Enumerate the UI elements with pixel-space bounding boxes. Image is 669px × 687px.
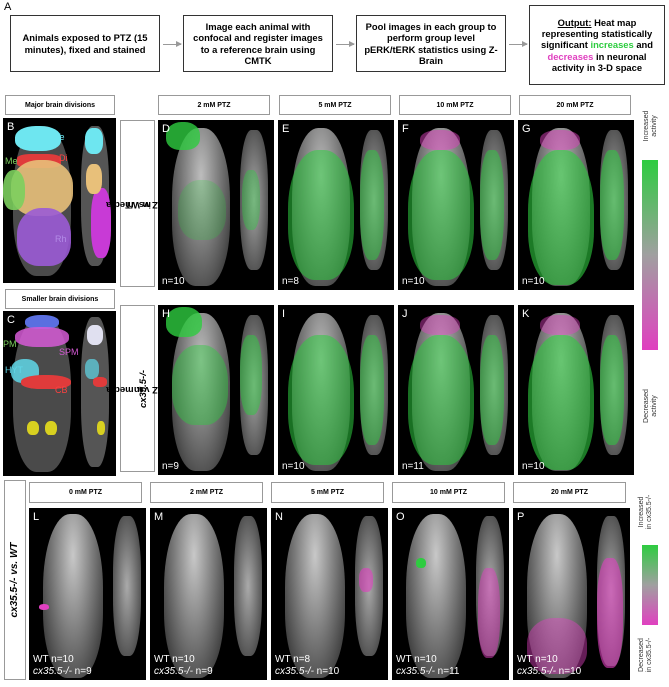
flow-step-3-text: Pool images in each group to perform gro…	[364, 21, 498, 66]
n-label-k: n=10	[522, 460, 545, 472]
row-label-wt: PTZ vs. media in WT	[106, 120, 169, 287]
row-label-cx35-vs-wt: cx35.5-/- vs. WT	[4, 480, 26, 680]
panel-label-l: L	[33, 511, 40, 523]
panel-c-image: C PM SPM HYT CB IO	[3, 311, 116, 476]
panel-n-image: N WT n=8 cx35.5-/- n=10	[271, 508, 388, 680]
panel-o-image: O WT n=10 cx35.5-/- n=11	[392, 508, 509, 680]
panel-b-image: B Te Di Me Rh	[3, 118, 116, 283]
panel-m-image: M WT n=10 cx35.5-/- n=9	[150, 508, 267, 680]
panel-h-image: H n=9	[158, 305, 274, 475]
n-label-g: n=10	[522, 275, 545, 287]
n-label-o: WT n=10 cx35.5-/- n=11	[396, 654, 460, 677]
panel-label-j: J	[402, 308, 408, 320]
flow-step-4-text: Output: Heat map representing statistica…	[540, 17, 654, 73]
n-label-h: n=9	[162, 460, 179, 472]
flow-step-3: Pool images in each group to perform gro…	[356, 15, 506, 72]
panel-label-d: D	[162, 123, 170, 135]
panel-label-g: G	[522, 123, 531, 135]
n-label-m: WT n=10 cx35.5-/- n=9	[154, 654, 213, 677]
bottom-col-header-5mm: 5 mM PTZ	[271, 482, 384, 503]
bottom-col-header-20mm: 20 mM PTZ	[513, 482, 626, 503]
flow-step-1-text: Animals exposed to PTZ (15 minutes), fix…	[22, 32, 148, 55]
top-scale-label-decreased: Decreased activity	[643, 389, 658, 423]
bottom-scale-label-decreased: Decreased in cx35.5-/-	[638, 637, 653, 673]
n-label-e: n=8	[282, 275, 299, 287]
flow-arrow-3	[509, 41, 528, 47]
n-label-l: WT n=10 cx35.5-/- n=9	[33, 654, 92, 677]
region-hyt-label: HYT	[5, 365, 23, 375]
region-io-label: IO	[47, 427, 57, 437]
bottom-col-header-0mm: 0 mM PTZ	[29, 482, 142, 503]
panel-label-i: I	[282, 308, 286, 320]
top-col-header-5mm: 5 mM PTZ	[279, 95, 391, 115]
bottom-col-header-10mm: 10 mM PTZ	[392, 482, 505, 503]
bottom-scale-label-increased: Increased in cx35.5-/-	[638, 494, 653, 530]
panel-label-f: F	[402, 123, 409, 135]
panel-i-image: I n=10	[278, 305, 394, 475]
panel-label-c: C	[7, 314, 15, 326]
flow-step-1: Animals exposed to PTZ (15 minutes), fix…	[10, 15, 160, 72]
region-pm-label: PM	[3, 339, 17, 349]
panel-p-image: P WT n=10 cx35.5-/- n=10	[513, 508, 630, 680]
region-te-label: Te	[55, 132, 65, 142]
n-label-p: WT n=10 cx35.5-/- n=10	[517, 654, 582, 677]
decreases-word: decreases	[547, 50, 594, 62]
region-spm-label: SPM	[59, 347, 79, 357]
panel-label-b: B	[7, 121, 15, 133]
panel-label-p: P	[517, 511, 525, 523]
bottom-col-header-2mm: 2 mM PTZ	[150, 482, 263, 503]
output-label: Output:	[557, 17, 592, 29]
panel-j-image: J n=11	[398, 305, 514, 475]
panel-k-image: K n=10	[518, 305, 634, 475]
panel-l-image: L WT n=10 cx35.5-/- n=9	[29, 508, 146, 680]
major-divisions-header: Major brain divisions	[5, 95, 115, 115]
top-col-header-2mm: 2 mM PTZ	[158, 95, 270, 115]
flow-step-2-text: Image each animal with confocal and regi…	[193, 21, 323, 66]
n-label-j: n=11	[402, 460, 424, 472]
top-colorbar	[642, 160, 658, 350]
top-col-header-10mm: 10 mM PTZ	[399, 95, 511, 115]
panel-f-image: F n=10	[398, 120, 514, 290]
panel-d-image: D n=10	[158, 120, 274, 290]
increases-word: increases	[590, 39, 634, 51]
panel-label-a: A	[4, 1, 12, 13]
panel-label-e: E	[282, 123, 290, 135]
n-label-i: n=10	[282, 460, 305, 472]
flow-step-2: Image each animal with confocal and regi…	[183, 15, 333, 72]
flow-arrow-1	[163, 41, 182, 47]
n-label-d: n=10	[162, 275, 185, 287]
region-rh-label: Rh	[55, 234, 67, 244]
flow-arrow-2	[336, 41, 355, 47]
smaller-divisions-header: Smaller brain divisions	[5, 289, 115, 309]
n-label-n: WT n=8 cx35.5-/- n=10	[275, 654, 340, 677]
row-label-cx35: PTZ vs. media in cx35.5-/-	[106, 305, 169, 472]
top-col-header-20mm: 20 mM PTZ	[519, 95, 631, 115]
region-di-label: Di	[59, 153, 68, 163]
flow-step-4: Output: Heat map representing statistica…	[529, 5, 665, 85]
panel-label-n: N	[275, 511, 283, 523]
bottom-colorbar	[642, 545, 658, 625]
n-label-f: n=10	[402, 275, 425, 287]
panel-label-o: O	[396, 511, 405, 523]
region-me-label: Me	[5, 156, 18, 166]
top-scale-label-increased: Increased activity	[643, 110, 658, 142]
panel-label-h: H	[162, 308, 170, 320]
panel-g-image: G n=10	[518, 120, 634, 290]
panel-label-m: M	[154, 511, 164, 523]
panel-label-k: K	[522, 308, 530, 320]
region-cb-label: CB	[55, 385, 68, 395]
panel-e-image: E n=8	[278, 120, 394, 290]
